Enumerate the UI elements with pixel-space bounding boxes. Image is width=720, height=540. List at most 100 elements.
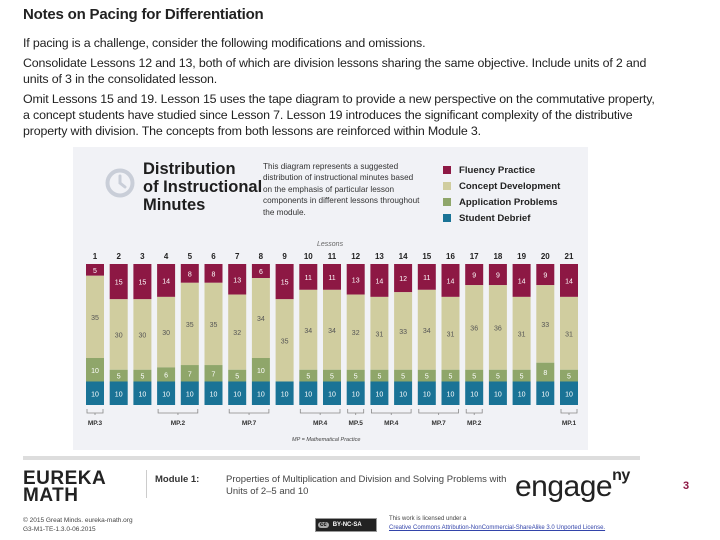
debrief-segment [228,381,247,405]
clock-icon [105,168,135,198]
legend-swatch [443,214,451,222]
mp-label: MP.5 [349,420,364,427]
application-value: 10 [257,368,265,375]
application-segment [228,369,247,382]
application-segment [441,369,460,382]
fluency-value: 8 [212,271,216,278]
application-value: 5 [330,374,334,381]
cc-license-badge[interactable]: cc BY-NC-SA [315,518,377,532]
fluency-segment [346,264,365,295]
application-segment [323,369,341,382]
cc-badge-label: BY-NC-SA [332,522,362,528]
fluency-segment [370,264,389,297]
page-title: Notes on Pacing for Differentiation [23,6,264,23]
footer-divider [23,456,275,460]
lesson-tick-label: 19 [517,252,526,261]
application-segment [394,369,413,382]
debrief-value: 10 [399,391,407,398]
debrief-segment [133,381,152,405]
logo-line: MATH [23,485,79,506]
debrief-value: 10 [541,391,549,398]
concept-segment [204,282,223,366]
debrief-value: 10 [328,391,336,398]
fluency-segment [560,264,578,297]
lesson-tick-label: 14 [399,252,408,261]
fluency-segment [394,264,413,293]
debrief-segment [86,381,104,405]
mp-bracket [157,409,199,415]
lesson-tick-label: 20 [541,252,550,261]
copyright-line: G3-M1-TE-1.3.0-06.2015 [23,526,96,533]
concept-segment [441,296,460,370]
application-value: 10 [91,368,99,375]
application-segment [465,369,484,382]
concept-value: 34 [423,328,431,335]
debrief-value: 10 [91,391,99,398]
lesson-tick-label: 4 [164,252,169,261]
page-number: 3 [683,480,690,492]
concept-segment [488,285,507,370]
lesson-tick-label: 13 [375,252,384,261]
application-value: 5 [140,374,144,381]
engage-text: engage [515,470,613,503]
mp-label: MP.7 [242,420,257,427]
concept-value: 31 [518,331,526,338]
mp-label: MP.2 [467,420,482,427]
debrief-segment [465,381,484,405]
application-segment [536,362,555,382]
debrief-segment [417,381,436,405]
mp-bracket [228,409,270,415]
fluency-value: 13 [233,277,241,284]
fluency-segment [536,264,555,286]
concept-value: 30 [162,330,170,337]
application-value: 5 [520,374,524,381]
application-segment [251,358,270,382]
license-text: This work is licensed under a Creative C… [389,515,605,533]
concept-value: 33 [399,329,407,336]
concept-segment [157,296,176,368]
fluency-value: 14 [376,278,384,285]
debrief-value: 10 [162,391,170,398]
concept-value: 32 [233,330,241,337]
concept-segment [417,289,436,370]
fluency-value: 12 [399,276,407,283]
license-link[interactable]: Creative Commons Attribution-NonCommerci… [389,525,606,531]
omit-paragraph: Omit Lessons 15 and 19. Lesson 15 uses t… [23,92,655,138]
legend-label: Concept Development [459,180,561,192]
fluency-value: 5 [93,268,97,275]
lesson-tick-label: 2 [116,252,121,261]
cc-icon: cc [318,522,329,528]
legend-item-application: Application Problems [443,194,560,210]
application-value: 5 [567,374,571,381]
concept-value: 34 [257,316,265,323]
concept-segment [109,299,128,370]
mp-bracket [560,409,578,415]
concept-segment [275,299,294,382]
mp-label: MP.3 [88,420,103,427]
application-value: 7 [212,371,216,378]
debrief-segment [109,381,128,405]
concept-value: 36 [470,325,478,332]
debrief-segment [275,381,294,405]
fluency-segment [228,264,247,295]
application-segment [370,369,389,382]
legend-label: Application Problems [459,196,558,208]
fluency-value: 11 [305,275,312,282]
legend-label: Student Debrief [459,212,531,224]
debrief-value: 10 [565,391,573,398]
concept-value: 35 [210,322,218,329]
lesson-tick-label: 17 [470,252,479,261]
chart-title-line: Minutes [143,196,206,214]
debrief-value: 10 [257,391,265,398]
concept-segment [323,289,341,370]
application-value: 5 [117,374,121,381]
legend-label: Fluency Practice [459,164,536,176]
debrief-segment [394,381,413,405]
legend-swatch [443,166,451,174]
ny-text: ny [612,467,630,484]
application-segment [346,369,365,382]
consolidate-paragraph: Consolidate Lessons 12 and 13, both of w… [23,56,647,86]
lesson-tick-label: 15 [422,252,431,261]
chart-title-line: Distribution [143,160,236,178]
legend-swatch [443,182,451,190]
